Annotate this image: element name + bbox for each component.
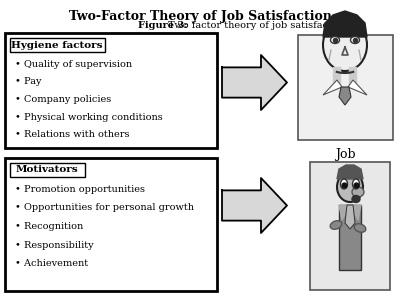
Polygon shape [339,205,350,220]
Text: • Achievement: • Achievement [15,259,88,268]
Ellipse shape [323,19,367,71]
Bar [310,162,390,290]
Text: • Quality of supervision: • Quality of supervision [15,60,132,69]
Polygon shape [261,178,287,233]
Text: • Pay: • Pay [15,77,42,86]
Bar [339,205,361,270]
Bar [298,35,393,140]
Ellipse shape [354,224,366,232]
Text: Figure 3:: Figure 3: [138,21,188,30]
Polygon shape [345,205,355,229]
Polygon shape [337,165,363,179]
Polygon shape [339,87,351,105]
Text: Motivators: Motivators [16,166,78,175]
Bar [10,163,85,177]
Ellipse shape [330,36,340,43]
Ellipse shape [352,196,360,202]
Ellipse shape [350,36,360,43]
Text: Job: Job [335,148,355,161]
Ellipse shape [340,179,348,189]
Text: • Opportunities for personal growth: • Opportunities for personal growth [15,204,194,213]
Ellipse shape [337,172,363,202]
Bar [5,33,217,148]
Text: • Promotion opportunities: • Promotion opportunities [15,185,145,194]
Polygon shape [261,55,287,110]
Text: Two-Factor Theory of Job Satisfaction: Two-Factor Theory of Job Satisfaction [68,10,332,23]
Ellipse shape [352,187,364,197]
Text: • Relations with others: • Relations with others [15,130,130,139]
Bar [10,38,105,52]
Polygon shape [348,80,367,95]
Bar [5,158,217,291]
Bar [222,67,261,98]
Text: Two factor theory of job satisfaction.: Two factor theory of job satisfaction. [165,21,350,30]
Polygon shape [323,11,367,37]
Text: • Physical working conditions: • Physical working conditions [15,112,163,121]
Text: • Company policies: • Company policies [15,95,111,104]
Bar [222,190,261,221]
Ellipse shape [352,179,360,189]
Ellipse shape [330,221,342,229]
Text: • Recognition: • Recognition [15,222,83,231]
Text: • Responsibility: • Responsibility [15,240,94,249]
Polygon shape [350,205,361,220]
Polygon shape [323,80,342,95]
Text: Hygiene factors: Hygiene factors [11,40,103,50]
